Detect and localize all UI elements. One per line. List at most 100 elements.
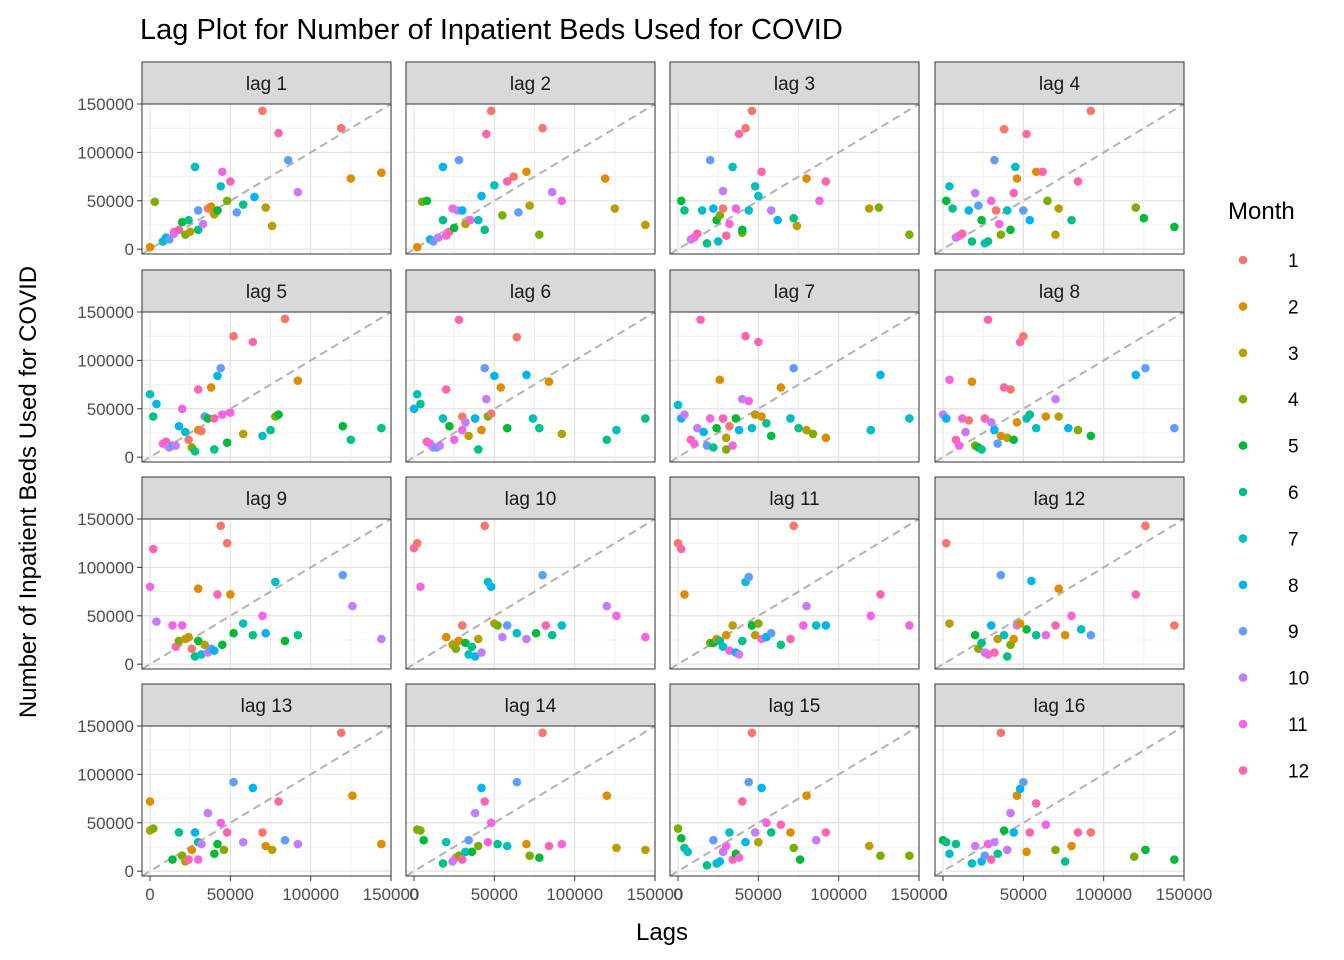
data-point xyxy=(250,192,259,202)
legend-label: 7 xyxy=(1288,529,1299,550)
identity-reference-line xyxy=(934,725,1185,877)
data-point xyxy=(696,315,705,325)
identity-reference-line xyxy=(669,725,920,877)
data-point xyxy=(986,621,996,630)
data-point xyxy=(538,728,547,738)
data-point xyxy=(457,206,467,215)
data-point xyxy=(744,396,754,406)
data-point xyxy=(449,435,459,445)
facet-panel: lag 8 xyxy=(934,269,1185,463)
panel-border xyxy=(669,103,920,255)
data-point xyxy=(283,155,293,165)
data-point xyxy=(1054,204,1063,213)
data-point xyxy=(416,399,425,409)
data-point xyxy=(1051,230,1060,239)
data-point xyxy=(802,425,811,435)
data-point xyxy=(512,777,522,787)
data-point xyxy=(461,638,470,648)
data-point xyxy=(1043,196,1052,206)
data-point xyxy=(734,129,744,139)
data-point xyxy=(473,215,483,225)
data-point xyxy=(346,435,356,445)
data-point xyxy=(449,223,459,233)
data-point xyxy=(815,196,824,206)
data-point xyxy=(547,630,557,640)
facet-panel: lag 10 xyxy=(405,476,656,670)
data-point xyxy=(1012,174,1022,183)
data-point xyxy=(496,383,506,392)
data-point xyxy=(377,168,386,178)
data-point xyxy=(435,441,445,450)
data-point xyxy=(541,621,551,630)
facet-panel: lag 2 xyxy=(405,61,656,255)
data-point xyxy=(612,611,621,621)
data-point xyxy=(171,441,181,450)
data-point xyxy=(983,237,993,246)
data-point xyxy=(544,841,554,851)
data-point xyxy=(673,824,683,833)
data-point xyxy=(612,425,621,435)
data-point xyxy=(457,425,467,435)
data-point xyxy=(991,206,1001,215)
data-point xyxy=(1011,162,1020,172)
data-point xyxy=(280,314,290,324)
data-point xyxy=(502,177,512,186)
data-point xyxy=(229,777,238,787)
data-point xyxy=(676,544,686,554)
data-point xyxy=(699,427,709,437)
facet-strip-label: lag 5 xyxy=(246,282,287,303)
facet-strip xyxy=(405,269,656,313)
data-point xyxy=(721,445,731,454)
data-point xyxy=(433,233,443,242)
data-point xyxy=(187,845,197,855)
data-point xyxy=(150,197,160,207)
data-point xyxy=(776,640,786,650)
data-point xyxy=(974,201,983,210)
data-point xyxy=(438,215,448,225)
data-point xyxy=(1170,222,1179,232)
data-point xyxy=(789,363,798,373)
data-point xyxy=(702,239,712,248)
data-point xyxy=(168,621,177,630)
data-point xyxy=(680,206,689,215)
data-point xyxy=(990,648,999,657)
identity-reference-line xyxy=(141,518,392,670)
data-point xyxy=(190,447,200,456)
identity-reference-line xyxy=(934,518,1185,670)
data-point xyxy=(821,177,831,186)
data-point xyxy=(482,129,491,139)
data-point xyxy=(941,837,951,847)
data-point xyxy=(193,385,203,394)
data-point xyxy=(1006,225,1015,235)
data-point xyxy=(1006,808,1015,818)
data-point xyxy=(866,611,876,621)
facet-strip-label: lag 11 xyxy=(769,489,819,510)
data-point xyxy=(1131,370,1141,380)
data-point xyxy=(709,443,718,452)
data-point xyxy=(715,375,725,385)
data-point xyxy=(470,414,480,423)
data-point xyxy=(461,418,470,427)
data-point xyxy=(905,621,914,630)
facet-strip-label: lag 3 xyxy=(774,74,815,95)
data-point xyxy=(248,783,258,793)
data-point xyxy=(441,385,451,394)
data-point xyxy=(193,855,203,864)
facet-strip-label: lag 6 xyxy=(510,282,551,303)
y-tick-label: 100000 xyxy=(77,765,134,784)
data-point xyxy=(999,630,1009,640)
data-point xyxy=(786,634,795,644)
data-point xyxy=(747,106,757,116)
data-point xyxy=(600,174,610,183)
data-point xyxy=(477,191,486,201)
facet-panel: lag 4 xyxy=(934,61,1185,255)
data-point xyxy=(964,416,974,425)
y-tick-label: 100000 xyxy=(77,558,134,577)
legend-key xyxy=(1238,534,1248,543)
legend-label: 6 xyxy=(1288,483,1299,504)
data-point xyxy=(905,851,914,860)
data-point xyxy=(786,828,795,837)
data-point xyxy=(480,363,490,373)
panel-border xyxy=(405,725,656,877)
panel-border xyxy=(669,518,920,670)
